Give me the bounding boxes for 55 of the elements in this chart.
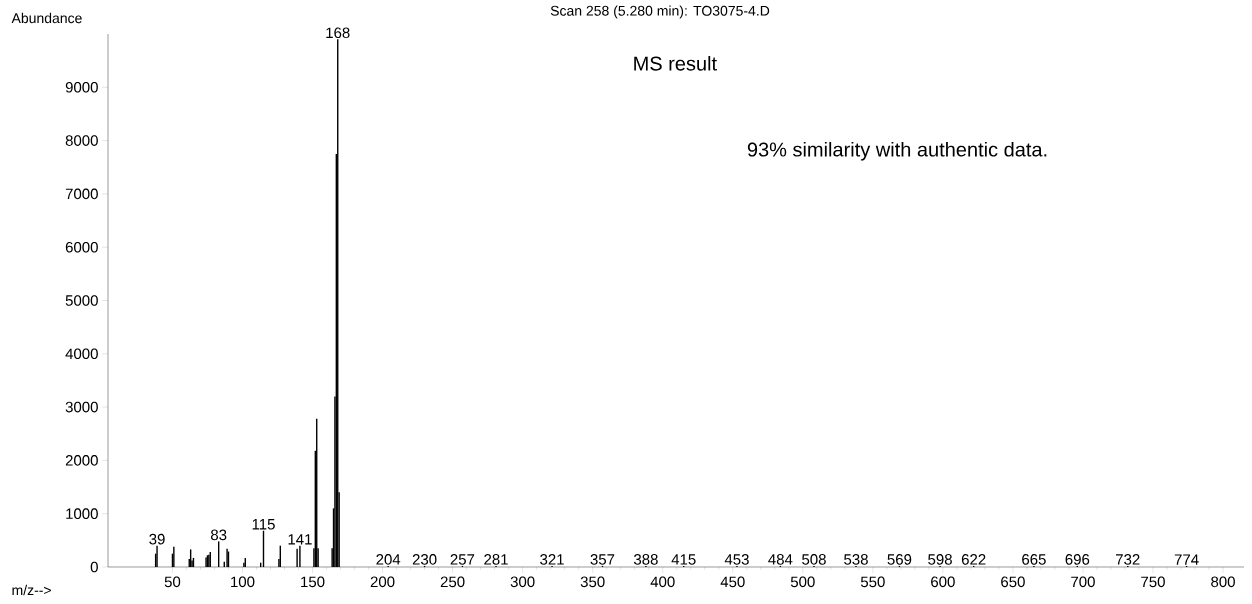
annotation: 696 — [1065, 554, 1090, 565]
x-tick-label: 800 — [1211, 576, 1235, 588]
annotation: 168 — [326, 27, 350, 39]
annotation: 665 — [1022, 554, 1046, 565]
x-tick-label: 450 — [720, 576, 745, 588]
y-tick-label: 8000 — [65, 135, 98, 146]
y-tick-label: 6000 — [65, 241, 98, 253]
annotation: 83 — [210, 529, 227, 541]
annotation: 230 — [412, 554, 437, 565]
y-tick-label: 9000 — [65, 81, 98, 93]
annotation: 569 — [887, 554, 912, 565]
x-tick-label: 150 — [301, 576, 325, 588]
annotation: 453 — [724, 554, 749, 565]
annotation: 39 — [149, 533, 165, 545]
annotation: 538 — [844, 554, 868, 565]
x-tick-label: 500 — [790, 576, 815, 588]
x-tick-label: 750 — [1141, 576, 1165, 588]
y-tick-label: 5000 — [65, 295, 98, 306]
y-tick-label: 1000 — [66, 508, 98, 519]
y-tick-label: 3000 — [65, 401, 98, 413]
x-tick-label: 200 — [370, 576, 395, 588]
y-tick-label: 4000 — [65, 348, 98, 360]
chart-subtitle: Scan 258 (5.280 min): TO3075-4.D — [550, 5, 770, 19]
annotation: 115 — [252, 519, 275, 530]
annotation: 257 — [450, 554, 475, 565]
annotation: 732 — [1116, 554, 1140, 565]
annotation: 774 — [1174, 554, 1199, 565]
x-tick-label: 350 — [580, 576, 605, 588]
x-tick-label: 650 — [1001, 576, 1025, 588]
y-axis-title: Abundance — [11, 12, 82, 24]
annotation: 357 — [590, 554, 615, 565]
annotation: 93% similarity with authentic data. — [747, 141, 1047, 161]
x-tick-label: 300 — [510, 576, 535, 588]
x-tick-label: 50 — [164, 576, 181, 588]
annotation: 281 — [484, 554, 508, 565]
x-tick-label: 600 — [931, 576, 955, 588]
x-tick-label: 250 — [440, 576, 465, 588]
annotation: 321 — [540, 554, 564, 565]
y-tick-label: 2000 — [65, 455, 98, 466]
annotation: 204 — [376, 554, 401, 565]
text: MS result — [634, 55, 717, 71]
y-tick-label: 0 — [90, 561, 98, 573]
y-tick-label: 7000 — [65, 188, 98, 200]
annotation: 415 — [671, 554, 696, 565]
x-tick-label: 700 — [1071, 576, 1095, 588]
x-tick-label: 550 — [860, 576, 885, 588]
annotation: 622 — [961, 554, 986, 565]
annotation: 598 — [928, 554, 952, 565]
annotation: 508 — [802, 554, 826, 565]
x-tick-label: 100 — [231, 576, 255, 588]
x-axis-title: m/z--> — [12, 584, 51, 596]
annotation: 141 — [288, 534, 312, 545]
annotation: 484 — [768, 554, 793, 565]
x-tick-label: 400 — [650, 576, 675, 588]
annotation: 388 — [633, 554, 658, 565]
